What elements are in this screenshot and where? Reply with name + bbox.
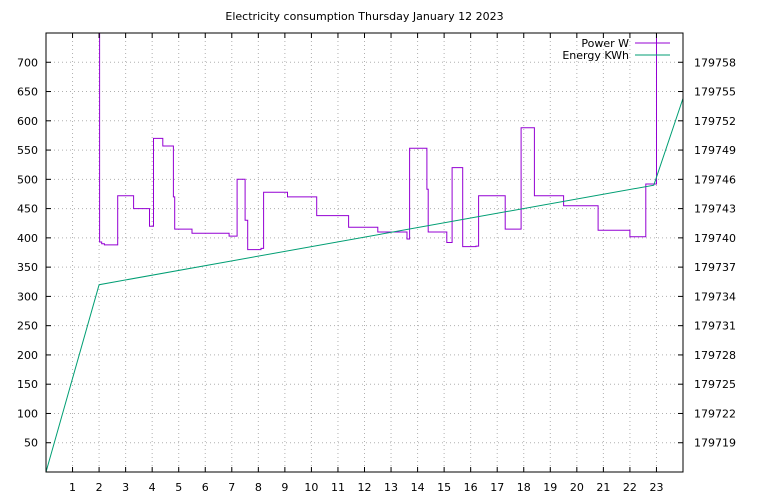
x-tick-label: 16 bbox=[464, 481, 478, 494]
x-tick-label: 19 bbox=[543, 481, 557, 494]
x-tick-label: 23 bbox=[649, 481, 663, 494]
y2-tick-label: 179755 bbox=[694, 86, 736, 99]
y-tick-label: 500 bbox=[17, 173, 38, 186]
grid-layer bbox=[46, 33, 683, 472]
y-tick-label: 100 bbox=[17, 407, 38, 420]
x-tick-label: 8 bbox=[255, 481, 262, 494]
y-tick-label: 300 bbox=[17, 290, 38, 303]
series-line-power-w bbox=[99, 32, 657, 251]
y2-tick-label: 179752 bbox=[694, 115, 736, 128]
y-tick-label: 650 bbox=[17, 86, 38, 99]
x-tick-label: 4 bbox=[149, 481, 156, 494]
series-layer bbox=[45, 32, 684, 473]
x-tick-label: 2 bbox=[96, 481, 103, 494]
x-tick-label: 1 bbox=[69, 481, 76, 494]
y2-tick-label: 179746 bbox=[694, 173, 736, 186]
x-tick-label: 13 bbox=[384, 481, 398, 494]
legend-label: Power W bbox=[581, 37, 629, 50]
y2-tick-label: 179725 bbox=[694, 378, 736, 391]
y2-tick-label: 179737 bbox=[694, 261, 736, 274]
x-tick-label: 14 bbox=[411, 481, 425, 494]
x-tick-label: 10 bbox=[304, 481, 318, 494]
y-tick-label: 700 bbox=[17, 56, 38, 69]
y2-tick-label: 179743 bbox=[694, 203, 736, 216]
x-tick-label: 18 bbox=[517, 481, 531, 494]
x-tick-label: 6 bbox=[202, 481, 209, 494]
y-tick-label: 550 bbox=[17, 144, 38, 157]
y-tick-label: 50 bbox=[24, 437, 38, 450]
x-tick-label: 22 bbox=[623, 481, 637, 494]
y2-tick-label: 179734 bbox=[694, 290, 736, 303]
y-tick-label: 200 bbox=[17, 349, 38, 362]
x-tick-label: 12 bbox=[358, 481, 372, 494]
x-tick-label: 9 bbox=[281, 481, 288, 494]
y2-tick-label: 179740 bbox=[694, 232, 736, 245]
y2-tick-label: 179728 bbox=[694, 349, 736, 362]
series-line-energy-kwh bbox=[45, 98, 684, 473]
y2-tick-label: 179758 bbox=[694, 56, 736, 69]
y-tick-label: 450 bbox=[17, 203, 38, 216]
y-tick-label: 400 bbox=[17, 232, 38, 245]
x-tick-label: 5 bbox=[175, 481, 182, 494]
plot-frame bbox=[45, 32, 684, 473]
x-tick-label: 21 bbox=[596, 481, 610, 494]
y-tick-label: 250 bbox=[17, 320, 38, 333]
x-tick-label: 11 bbox=[331, 481, 345, 494]
legend-label: Energy KWh bbox=[562, 49, 629, 62]
tick-layer: 1 2 3 4 5 6 7 8 9 10 11 12 13 14 15 16 17 18 19 20 21 22 23501… bbox=[17, 33, 736, 494]
y-tick-label: 150 bbox=[17, 378, 38, 391]
x-tick-label: 20 bbox=[570, 481, 584, 494]
chart-title: Electricity consumption Thursday January… bbox=[225, 10, 503, 23]
y2-tick-label: 179731 bbox=[694, 320, 736, 333]
y-tick-label: 350 bbox=[17, 261, 38, 274]
x-tick-label: 3 bbox=[122, 481, 129, 494]
y-tick-label: 600 bbox=[17, 115, 38, 128]
y2-tick-label: 179749 bbox=[694, 144, 736, 157]
x-tick-label: 15 bbox=[437, 481, 451, 494]
y2-tick-label: 179722 bbox=[694, 407, 736, 420]
x-tick-label: 7 bbox=[228, 481, 235, 494]
y2-tick-label: 179719 bbox=[694, 437, 736, 450]
x-tick-label: 17 bbox=[490, 481, 504, 494]
